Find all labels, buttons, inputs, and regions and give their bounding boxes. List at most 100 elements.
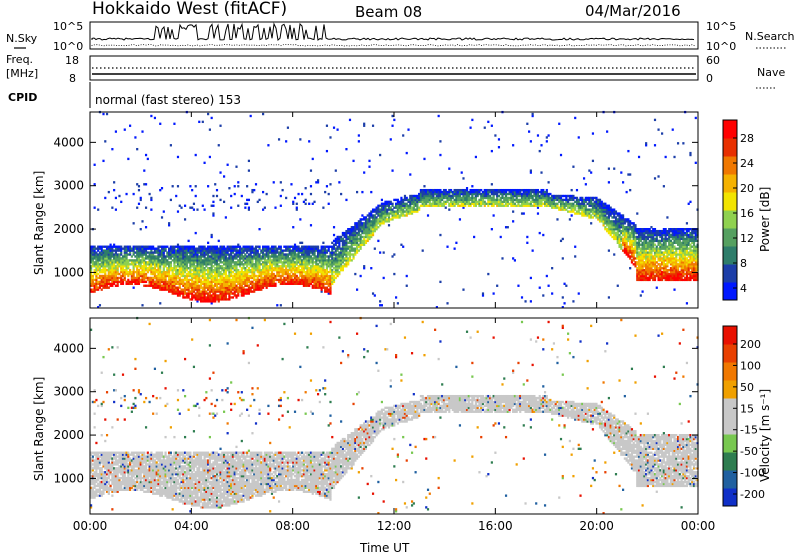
scatter-cell — [269, 257, 272, 260]
scatter-cell — [340, 265, 343, 268]
scatter-cell — [524, 190, 527, 194]
scatter-cell — [196, 294, 199, 297]
scatter-cell — [114, 280, 117, 284]
scatter-cell — [207, 257, 210, 260]
scatter-cell — [371, 231, 375, 235]
scatter-cell — [146, 267, 149, 270]
scatter-cell — [141, 272, 144, 276]
scatter-cell — [247, 261, 250, 264]
scatter-cell — [304, 267, 307, 270]
scatter-cell — [304, 187, 307, 190]
scatter-cell — [175, 288, 178, 291]
scatter-cell — [121, 261, 125, 264]
scatter-cell — [343, 241, 346, 245]
scatter-cell — [253, 249, 256, 252]
scatter-cell — [286, 253, 290, 256]
scatter-cell — [637, 259, 641, 262]
scatter-cell — [402, 134, 405, 137]
scatter-cell — [476, 200, 479, 204]
scatter-cell — [256, 282, 259, 285]
scatter-cell — [414, 200, 417, 204]
scatter-cell — [176, 210, 180, 213]
scatter-cell — [467, 198, 470, 202]
scatter-cell — [104, 268, 107, 272]
scatter-cell — [467, 196, 470, 200]
scatter-cell — [637, 261, 641, 264]
scatter-cell — [214, 263, 217, 266]
scatter-cell — [113, 249, 116, 252]
scatter-cell — [240, 249, 243, 252]
scatter-cell — [230, 288, 233, 291]
scatter-cell — [212, 265, 215, 268]
scatter-cell — [403, 194, 407, 198]
scatter-cell — [269, 268, 272, 272]
scatter-cell — [536, 190, 540, 194]
scatter-cell — [150, 249, 153, 252]
scatter-cell — [320, 286, 323, 289]
scatter-cell — [263, 270, 266, 274]
scatter-cell — [118, 272, 121, 276]
scatter-cell — [361, 218, 364, 221]
scatter-cell — [168, 222, 171, 225]
scatter-cell — [279, 247, 282, 250]
scatter-cell — [129, 124, 132, 127]
scatter-cell — [423, 198, 426, 202]
scatter-cell — [338, 259, 341, 262]
scatter-cell — [552, 204, 556, 207]
scatter-cell — [168, 224, 171, 227]
scatter-cell — [162, 267, 165, 270]
scatter-cell — [350, 229, 353, 233]
scatter-cell — [144, 206, 148, 209]
scatter-cell — [175, 268, 178, 272]
scatter-cell — [584, 210, 587, 213]
scatter-cell — [141, 245, 144, 248]
scatter-cell — [203, 288, 206, 291]
scatter-cell — [309, 255, 313, 258]
scatter-cell — [503, 200, 506, 204]
scatter-cell — [474, 155, 477, 159]
scatter-cell — [327, 280, 330, 284]
scatter-cell — [274, 263, 277, 266]
scatter-cell — [221, 255, 224, 258]
scatter-cell — [364, 218, 368, 221]
scatter-cell — [283, 245, 286, 248]
scatter-cell — [242, 257, 245, 260]
scatter-cell — [350, 233, 353, 237]
scatter-cell — [320, 268, 323, 272]
scatter-cell — [285, 259, 288, 262]
scatter-cell — [350, 241, 353, 245]
scatter-cell — [144, 153, 148, 157]
scatter-cell — [214, 249, 217, 252]
scatter-cell — [588, 169, 591, 172]
scatter-cell — [423, 196, 426, 200]
scatter-cell — [233, 265, 236, 268]
scatter-cell — [602, 224, 605, 227]
scatter-cell — [327, 274, 330, 278]
scatter-cell — [270, 265, 274, 268]
scatter-cell — [439, 202, 442, 205]
scatter-cell — [419, 190, 423, 194]
scatter-cell — [396, 200, 399, 204]
scatter-cell — [630, 249, 634, 252]
scatter-cell — [529, 300, 532, 303]
scatter-cell — [613, 231, 616, 235]
scatter-cell — [283, 261, 286, 264]
scatter-cell — [341, 231, 344, 235]
freq-tick-bottom: 8 — [69, 72, 76, 85]
scatter-cell — [254, 284, 258, 287]
scatter-cell — [551, 194, 554, 198]
scatter-cell — [274, 251, 277, 254]
scatter-cell — [214, 296, 217, 299]
scatter-cell — [171, 249, 174, 252]
scatter-cell — [302, 253, 305, 256]
scatter-cell — [386, 214, 389, 217]
scatter-cell — [152, 284, 155, 287]
scatter-cell — [338, 241, 341, 245]
scatter-cell — [176, 249, 180, 252]
scatter-cell — [361, 229, 364, 233]
scatter-cell — [217, 249, 220, 252]
scatter-cell — [348, 247, 352, 250]
scatter-cell — [146, 255, 149, 258]
scatter-cell — [359, 224, 362, 227]
scatter-cell — [107, 274, 110, 278]
